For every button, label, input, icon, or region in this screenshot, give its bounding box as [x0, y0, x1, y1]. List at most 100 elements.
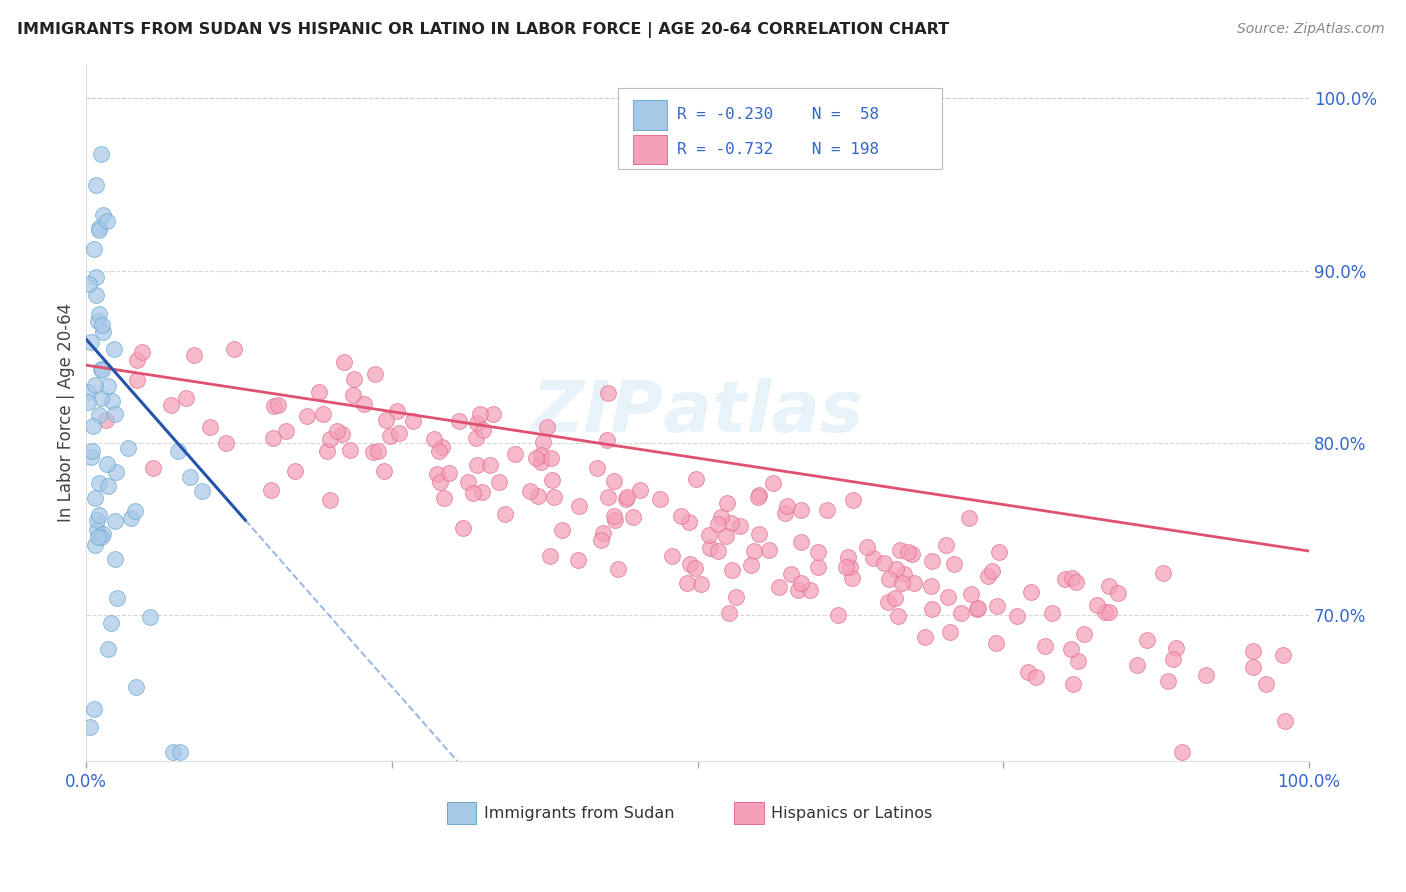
- Text: ZIP​atlas: ZIP​atlas: [531, 378, 863, 447]
- Point: [607, 562, 630, 576]
- Point: [174, 391, 197, 405]
- Point: [980, 565, 1002, 579]
- Point: [353, 397, 375, 411]
- Point: [568, 499, 591, 513]
- Point: [1040, 607, 1063, 621]
- Point: [758, 543, 780, 558]
- Point: [815, 503, 838, 517]
- Point: [86, 512, 108, 526]
- Point: [960, 587, 983, 601]
- Point: [1098, 579, 1121, 593]
- Point: [541, 473, 564, 487]
- Point: [747, 490, 769, 504]
- Point: [90, 146, 112, 161]
- Point: [780, 567, 803, 582]
- Point: [87, 220, 110, 235]
- Point: [316, 443, 339, 458]
- Point: [827, 608, 849, 623]
- Point: [373, 464, 395, 478]
- Point: [343, 372, 366, 386]
- Point: [90, 530, 112, 544]
- Point: [124, 504, 146, 518]
- Point: [893, 567, 915, 582]
- Point: [87, 508, 110, 523]
- Point: [222, 342, 245, 356]
- Point: [125, 373, 148, 387]
- Point: [191, 483, 214, 498]
- Point: [87, 223, 110, 237]
- Point: [697, 528, 720, 542]
- Point: [689, 577, 711, 591]
- Point: [706, 517, 728, 532]
- Point: [84, 270, 107, 285]
- Point: [470, 407, 492, 421]
- Point: [921, 554, 943, 568]
- Point: [90, 362, 112, 376]
- Text: IMMIGRANTS FROM SUDAN VS HISPANIC OR LATINO IN LABOR FORCE | AGE 20-64 CORRELATI: IMMIGRANTS FROM SUDAN VS HISPANIC OR LAT…: [17, 22, 949, 38]
- Point: [872, 557, 894, 571]
- Point: [120, 511, 142, 525]
- Point: [131, 345, 153, 359]
- Point: [117, 441, 139, 455]
- Point: [787, 582, 810, 597]
- Point: [1170, 745, 1192, 759]
- Point: [1274, 714, 1296, 729]
- Point: [97, 378, 120, 392]
- Point: [87, 313, 110, 327]
- Point: [429, 444, 451, 458]
- Point: [1017, 665, 1039, 679]
- Point: [478, 458, 501, 473]
- Point: [987, 545, 1010, 559]
- Point: [83, 702, 105, 716]
- Point: [374, 413, 396, 427]
- Point: [139, 610, 162, 624]
- Point: [1161, 652, 1184, 666]
- Point: [104, 407, 127, 421]
- Point: [679, 558, 702, 572]
- Point: [592, 525, 614, 540]
- Point: [887, 608, 910, 623]
- Point: [79, 720, 101, 734]
- Point: [429, 475, 451, 489]
- Point: [124, 680, 146, 694]
- Point: [589, 533, 612, 548]
- Point: [586, 461, 609, 475]
- Point: [87, 408, 110, 422]
- Point: [319, 493, 342, 508]
- Point: [776, 500, 799, 514]
- Point: [426, 467, 449, 481]
- Point: [457, 475, 479, 490]
- Point: [1256, 676, 1278, 690]
- Point: [540, 451, 562, 466]
- Point: [807, 545, 830, 559]
- Point: [807, 559, 830, 574]
- Point: [543, 490, 565, 504]
- Point: [284, 465, 307, 479]
- Point: [886, 561, 908, 575]
- Point: [716, 496, 738, 510]
- Point: [1157, 674, 1180, 689]
- Point: [447, 414, 470, 428]
- Point: [1241, 660, 1264, 674]
- Point: [1060, 571, 1083, 585]
- Point: [966, 602, 988, 616]
- Point: [835, 560, 858, 574]
- Point: [603, 509, 626, 524]
- Point: [84, 178, 107, 192]
- Point: [96, 413, 118, 427]
- Text: Source: ZipAtlas.com: Source: ZipAtlas.com: [1237, 22, 1385, 37]
- Point: [87, 530, 110, 544]
- Text: R = -0.230    N =  58: R = -0.230 N = 58: [676, 107, 879, 122]
- Point: [567, 553, 589, 567]
- Point: [318, 432, 340, 446]
- Point: [402, 414, 425, 428]
- Point: [628, 483, 651, 497]
- Point: [921, 602, 943, 616]
- Point: [83, 378, 105, 392]
- Point: [488, 475, 510, 489]
- Point: [83, 242, 105, 256]
- Point: [1107, 586, 1129, 600]
- Point: [683, 561, 706, 575]
- Point: [1067, 654, 1090, 668]
- Point: [263, 399, 285, 413]
